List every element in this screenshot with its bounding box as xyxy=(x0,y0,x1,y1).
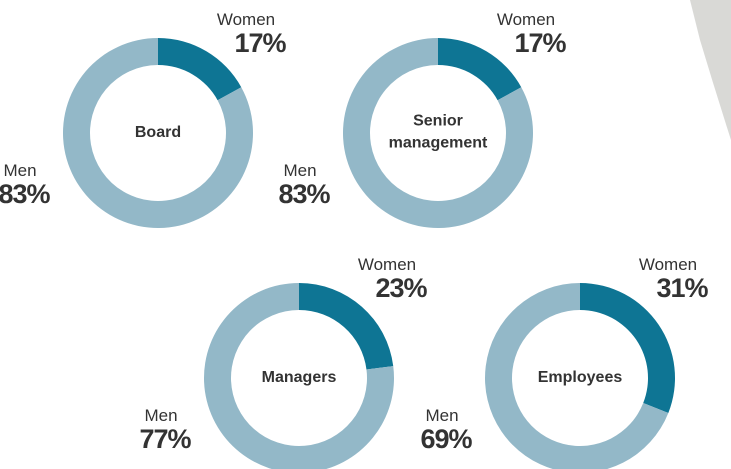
donut-segment xyxy=(580,283,676,413)
legend-label: Men xyxy=(283,161,317,180)
donut-segment xyxy=(299,283,394,370)
legend-label: Women xyxy=(357,255,417,274)
value-label: 83% xyxy=(278,179,330,209)
donut-segment xyxy=(158,38,242,101)
value-label: 17% xyxy=(234,28,286,58)
legend-label: Men xyxy=(3,161,37,180)
legend-label: Men xyxy=(144,406,178,425)
value-label: 69% xyxy=(420,424,472,454)
value-label: 77% xyxy=(139,424,191,454)
photo-edge xyxy=(690,0,731,140)
value-label: 23% xyxy=(375,273,427,303)
value-label: 31% xyxy=(656,273,708,303)
center-label: Employees xyxy=(537,368,623,386)
legend-label: Women xyxy=(216,10,276,29)
center-label: Managers xyxy=(261,368,337,386)
value-label: 17% xyxy=(514,28,566,58)
center-label: Senior management xyxy=(388,112,488,152)
center-label: Board xyxy=(134,123,182,141)
donut-segment xyxy=(438,38,522,101)
donut-segment xyxy=(485,283,669,469)
legend-label: Women xyxy=(496,10,556,29)
value-label: 83% xyxy=(0,179,51,209)
legend-label: Men xyxy=(425,406,459,425)
legend-label: Women xyxy=(638,255,698,274)
